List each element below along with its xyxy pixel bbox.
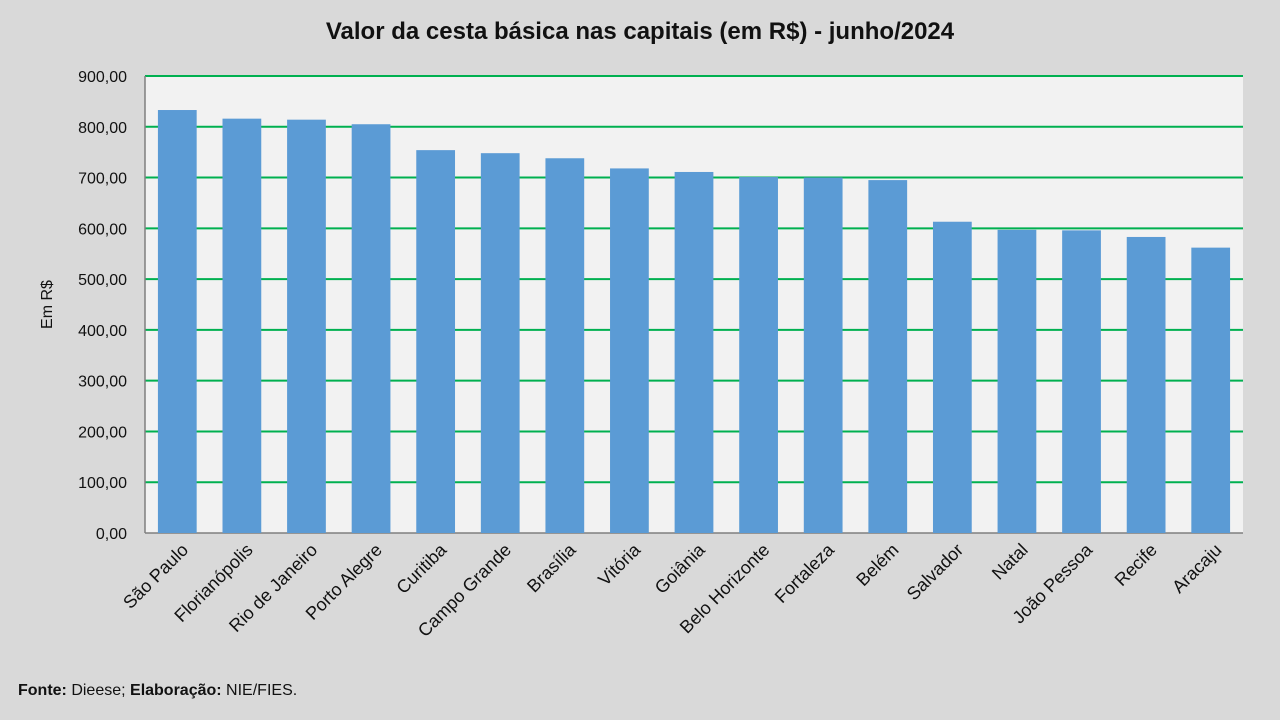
bar	[351, 124, 391, 533]
bar	[222, 118, 262, 534]
bar	[739, 177, 778, 533]
bar	[610, 168, 649, 533]
chart-title: Valor da cesta básica nas capitais (em R…	[325, 18, 955, 45]
source-value: Dieese;	[66, 682, 131, 699]
bar	[545, 158, 585, 533]
bar	[157, 110, 197, 533]
source-footer: Fonte: Dieese; Elaboração: NIE/FIES.	[18, 682, 297, 700]
y-tick-label: 700,00	[78, 171, 127, 188]
y-tick-label: 600,00	[78, 221, 127, 238]
bar	[416, 150, 456, 533]
y-axis-label: Em R$	[39, 280, 56, 329]
x-tick-label: Aracaju	[1168, 540, 1225, 597]
bar	[997, 229, 1037, 533]
bar	[932, 221, 972, 533]
x-tick-label: Brasília	[523, 539, 580, 596]
bar	[1126, 236, 1166, 533]
x-tick-label: Natal	[988, 540, 1032, 584]
x-tick-label: Goiânia	[651, 539, 710, 598]
y-tick-label: 400,00	[78, 323, 127, 340]
bar-chart: 0,00 100,00 200,00 300,00 400,00 500,00 600,00…	[39, 69, 1243, 641]
bar	[480, 153, 520, 533]
bar	[1062, 230, 1101, 533]
x-tick-label: Recife	[1111, 540, 1161, 590]
bar	[1191, 247, 1231, 533]
y-tick-label: 0,00	[96, 526, 127, 543]
bar	[287, 119, 326, 534]
x-tick-label: Salvador	[903, 540, 967, 604]
y-tick-label: 300,00	[78, 374, 127, 391]
y-tick-label: 800,00	[78, 120, 127, 137]
x-tick-label: Belém	[852, 540, 902, 590]
elaboration-label: Elaboração:	[130, 682, 222, 699]
bar	[674, 171, 714, 533]
source-label: Fonte:	[18, 682, 67, 699]
y-axis-ticks: 0,00 100,00 200,00 300,00 400,00 500,00 600,00…	[78, 69, 127, 543]
bar	[803, 177, 843, 534]
x-tick-label: Curitiba	[392, 539, 451, 598]
y-tick-label: 200,00	[78, 424, 127, 441]
y-tick-label: 100,00	[78, 475, 127, 492]
elaboration-value: NIE/FIES.	[221, 682, 298, 699]
y-tick-label: 900,00	[78, 69, 127, 86]
x-tick-label: Fortaleza	[771, 539, 839, 607]
x-tick-label: Vitória	[594, 539, 645, 590]
bars	[157, 110, 1231, 534]
y-tick-label: 500,00	[78, 272, 127, 289]
bar	[868, 180, 908, 533]
